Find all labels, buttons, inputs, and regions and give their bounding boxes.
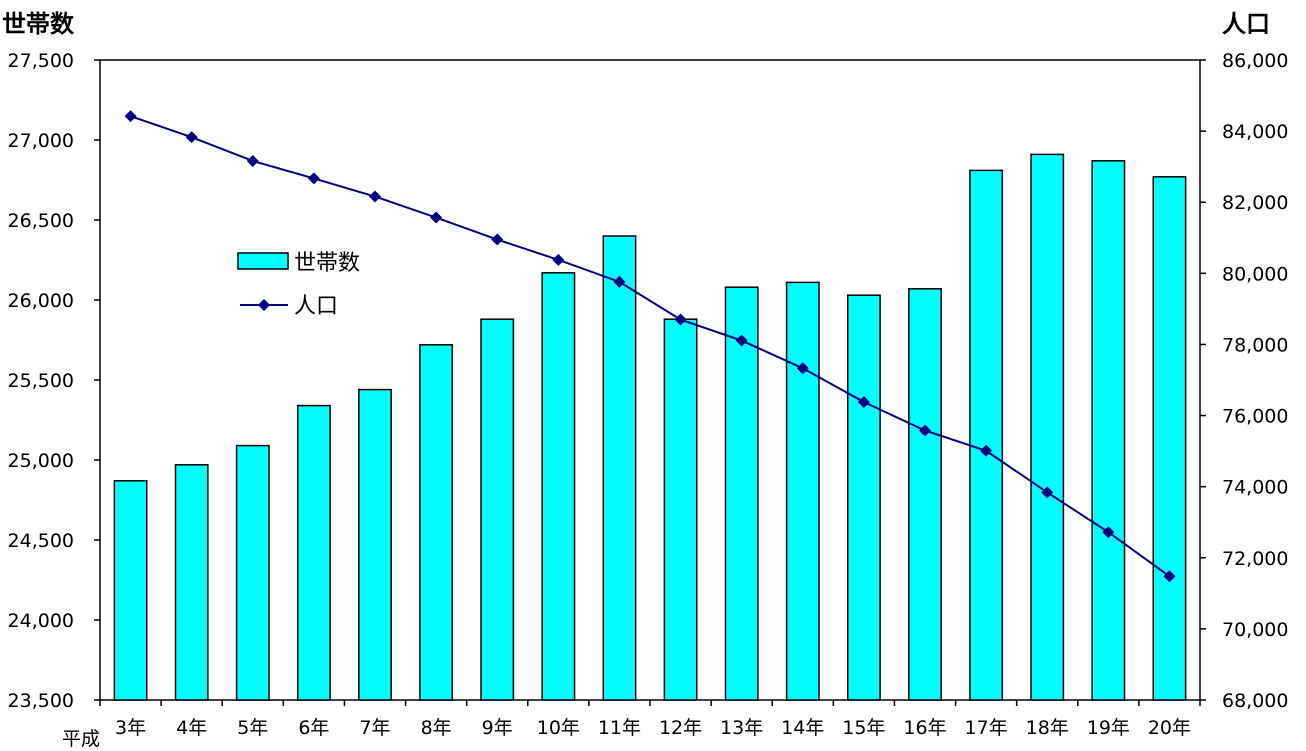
plot-area [99, 59, 1201, 701]
x-tick-label: 5年 [237, 717, 268, 739]
left-tick-label: 26,500 [8, 210, 74, 232]
right-tick-label: 78,000 [1222, 334, 1288, 356]
right-tick-label: 74,000 [1222, 477, 1288, 499]
bar-households-8年 [419, 344, 454, 701]
x-tick-label: 6年 [298, 717, 329, 739]
marker-population-20年 [1163, 570, 1176, 583]
x-tick-label: 19年 [1087, 717, 1130, 739]
x-tick-label: 11年 [598, 717, 641, 739]
x-tick-label: 15年 [842, 717, 885, 739]
marker-population-12年 [674, 313, 687, 326]
marker-population-8年 [430, 211, 443, 224]
right-axis: 68,000 70,000 72,000 74,000 76,000 78,000 80,0… [1200, 50, 1288, 712]
population-line [130, 115, 1171, 578]
bar-households-13年 [724, 286, 759, 701]
bar-households-19年 [1091, 160, 1126, 701]
marker-population-19年 [1102, 526, 1115, 539]
bar-households-16年 [908, 288, 942, 701]
right-axis-title: 人口 [1222, 10, 1270, 38]
x-tick-label: 7年 [359, 717, 390, 739]
bar-households-4年 [174, 464, 209, 701]
marker-population-6年 [307, 172, 320, 185]
bar-households-3年 [113, 480, 148, 701]
right-tick-label: 68,000 [1222, 690, 1288, 712]
marker-population-4年 [185, 131, 198, 144]
x-tick-label: 20年 [1148, 717, 1191, 739]
x-tick-label: 16年 [903, 717, 946, 739]
x-tick-label: 18年 [1026, 717, 1069, 739]
marker-population-5年 [246, 154, 259, 167]
marker-population-10年 [552, 253, 565, 266]
marker-population-17年 [980, 444, 993, 457]
marker-population-7年 [369, 190, 381, 203]
x-tick-label: 17年 [965, 717, 1008, 739]
bar-series-households [113, 153, 1187, 701]
x-tick-label: 14年 [781, 717, 824, 739]
marker-population-11年 [613, 275, 626, 288]
legend-label-households: 世帯数 [294, 251, 360, 276]
x-tick-label: 4年 [176, 717, 207, 739]
left-tick-label: 24,000 [8, 610, 74, 632]
marker-population-15年 [857, 396, 870, 409]
marker-population-3年 [124, 110, 137, 123]
left-tick-label: 27,000 [8, 130, 74, 152]
x-tick-label: 12年 [659, 717, 702, 739]
left-tick-label: 26,000 [8, 290, 74, 312]
marker-population-14年 [796, 362, 809, 375]
right-tick-label: 70,000 [1222, 619, 1288, 641]
bar-households-5年 [235, 444, 270, 701]
bar-households-12年 [663, 318, 698, 701]
left-tick-label: 25,500 [8, 370, 74, 392]
right-tick-label: 76,000 [1222, 406, 1288, 428]
marker-population-9年 [491, 233, 504, 246]
left-tick-label: 25,000 [8, 450, 74, 472]
x-tick-label: 10年 [537, 717, 580, 739]
left-tick-label: 23,500 [8, 690, 74, 712]
bar-households-18年 [1030, 153, 1065, 701]
legend: 世帯数 人口 [237, 251, 360, 319]
bar-households-11年 [602, 235, 637, 701]
marker-population-18年 [1041, 486, 1054, 499]
bar-households-7年 [358, 388, 392, 701]
bar-households-10年 [541, 272, 576, 701]
x-tick-label: 13年 [720, 717, 763, 739]
marker-population-16年 [919, 424, 931, 437]
x-tick-label: 8年 [421, 717, 452, 739]
right-tick-label: 86,000 [1222, 50, 1288, 72]
legend-label-population: 人口 [294, 294, 338, 319]
right-tick-label: 80,000 [1222, 263, 1288, 285]
bar-households-17年 [969, 169, 1004, 701]
left-tick-label: 24,500 [8, 530, 74, 552]
left-axis: 23,500 24,000 24,500 25,000 25,500 26,000 26,5… [8, 50, 100, 712]
marker-population-13年 [735, 334, 748, 347]
right-tick-label: 72,000 [1222, 548, 1288, 570]
legend-marker-population [258, 299, 270, 311]
bar-households-6年 [296, 404, 331, 701]
x-tick-label: 3年 [115, 717, 146, 739]
bar-households-15年 [846, 294, 881, 701]
left-tick-label: 27,500 [8, 50, 74, 72]
right-tick-label: 82,000 [1222, 192, 1288, 214]
era-label: 平成 [62, 728, 100, 750]
legend-swatch-households [237, 252, 289, 270]
line-series-population [124, 110, 1176, 583]
bar-households-20年 [1152, 176, 1187, 701]
x-tick-label: 9年 [482, 717, 513, 739]
right-tick-label: 84,000 [1222, 121, 1288, 143]
bar-households-9年 [480, 318, 515, 701]
left-axis-title: 世帯数 [2, 10, 75, 38]
bar-households-14年 [785, 281, 820, 701]
x-axis: 3年 4年 5年 6年 7年 8年 9年 10年 11年 12年 13年 14年 15年 16年 17年 18… [99, 700, 1201, 739]
